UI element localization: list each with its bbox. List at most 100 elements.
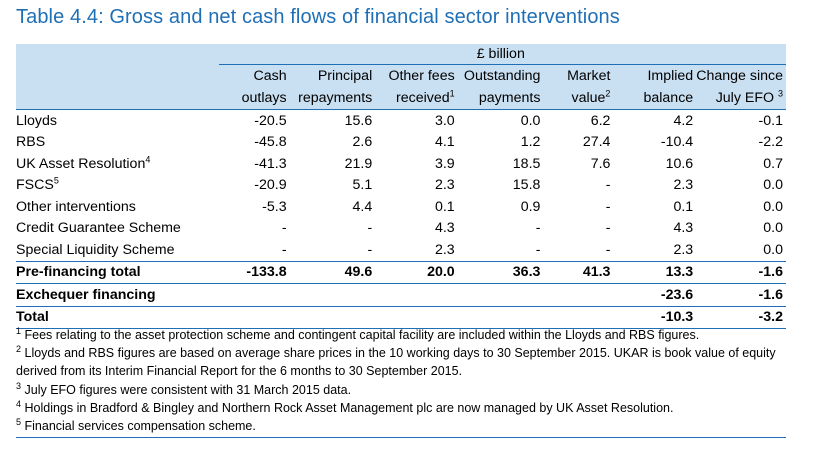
table-cell: - — [605, 198, 611, 215]
table-cell: 10.6 — [665, 155, 694, 172]
header-row-1: Cash Principal Other fees Outstanding Ma… — [16, 64, 786, 87]
table-cell — [543, 305, 614, 329]
table-cell: 0.0 — [520, 112, 541, 129]
footnote: 3 July EFO figures were consistent with … — [16, 380, 352, 397]
table-cell: -41.3 — [254, 155, 287, 172]
table-cell — [457, 283, 544, 306]
table-cell: 0.0 — [763, 220, 783, 237]
table-cell: -20.9 — [254, 177, 287, 194]
col-header: payments — [457, 87, 544, 110]
table-cell: - — [605, 177, 611, 194]
table-cell: 4.3 — [434, 220, 455, 237]
table-row: Special Liquidity Scheme - - 2.3 - - 2.3 0.0 — [16, 239, 786, 261]
footnote: 4 Holdings in Bradford & Bingley and Nor… — [16, 398, 674, 415]
table-cell: -45.8 — [254, 134, 287, 151]
row-label: UK Asset Resolution4 — [16, 154, 151, 172]
table-cell: - — [605, 220, 611, 237]
table-row: UK Asset Resolution4 -41.3 21.9 3.9 18.5 7.6 1… — [16, 153, 786, 175]
footnotes: 1 Fees relating to the asset protection … — [16, 325, 786, 439]
table-cell: 1.2 — [520, 134, 541, 151]
table-cell: 0.0 — [763, 198, 783, 215]
table-cell: 2.3 — [673, 241, 694, 258]
row-label: Exchequer financing — [16, 283, 219, 306]
col-header: Cash — [218, 64, 290, 87]
table-cell: 3.9 — [434, 155, 455, 172]
col-header: repayments — [289, 87, 376, 110]
table-cell: 4.2 — [673, 112, 694, 129]
row-label: Other interventions — [16, 198, 136, 215]
table-cell: -1.6 — [696, 260, 786, 284]
table-cell: 21.9 — [344, 155, 373, 172]
unit-spacer — [16, 44, 219, 65]
table-cell: -5.3 — [262, 198, 287, 215]
col-header: outlays — [218, 87, 290, 110]
table-cell: - — [281, 241, 287, 258]
row-label: Special Liquidity Scheme — [16, 241, 175, 258]
table-cell — [375, 283, 458, 306]
table-row: FSCS5 -20.9 5.1 2.3 15.8 - 2.3 0.0 — [16, 175, 786, 197]
table-cell: 2.6 — [352, 134, 373, 151]
row-label: FSCS5 — [16, 175, 59, 194]
table-cell: 27.4 — [582, 134, 611, 151]
col-header: received1 — [375, 87, 458, 110]
table-cell: 4.3 — [673, 220, 694, 237]
table-cell: -10.4 — [660, 134, 694, 151]
table-cell: - — [605, 241, 611, 258]
table-cell: 13.3 — [613, 260, 697, 284]
table-cell: 41.3 — [543, 260, 614, 284]
table-cell: 2.3 — [434, 241, 455, 258]
table-cell: -2.2 — [758, 134, 783, 151]
table-cell — [218, 305, 290, 329]
row-label: Total — [16, 305, 219, 329]
col-header: Outstanding — [457, 64, 544, 87]
footnote: 1 Fees relating to the asset protection … — [16, 325, 700, 342]
table-cell: 49.6 — [289, 260, 376, 284]
footnote: 5 Financial services compensation scheme… — [16, 417, 786, 439]
table-cell: 4.4 — [352, 198, 373, 215]
col-header: Implied — [613, 64, 697, 87]
table-cell: -20.5 — [254, 112, 287, 129]
unit-label: £ billion — [218, 44, 786, 65]
table-cell: - — [367, 220, 373, 237]
table-cell: 4.1 — [434, 134, 455, 151]
row-label: RBS — [16, 134, 46, 151]
table-cell: -0.1 — [758, 112, 783, 129]
table-cell — [543, 283, 614, 306]
header-row-2: outlays repayments received1 payments va… — [16, 87, 786, 110]
col-header: balance — [613, 87, 697, 110]
table-title: Table 4.4: Gross and net cash flows of f… — [16, 6, 620, 28]
col-header: Market — [543, 64, 614, 87]
table-cell: 5.1 — [352, 177, 373, 194]
table-row: RBS -45.8 2.6 4.1 1.2 27.4 -10.4 -2.2 — [16, 132, 786, 154]
pre-financing-total-row: Pre-financing total -133.8 49.6 20.0 36.3 41.… — [16, 260, 786, 284]
table-cell: 7.6 — [590, 155, 611, 172]
table-cell — [289, 283, 376, 306]
table-cell: 0.7 — [763, 155, 783, 172]
table-cell: 36.3 — [457, 260, 544, 284]
col-header: Change since — [696, 64, 786, 87]
col-header: Principal — [289, 64, 376, 87]
table-cell: 2.3 — [434, 177, 455, 194]
table-cell: - — [281, 220, 287, 237]
table-cell: 2.3 — [673, 177, 694, 194]
table-cell: - — [367, 241, 373, 258]
cash-flow-table: £ billion Cash Principal Other fees Outs… — [16, 44, 786, 329]
table-cell: - — [535, 220, 541, 237]
table-body: Lloyds -20.5 15.6 3.0 0.0 6.2 4.2 -0.1 RBS -45.8 2… — [16, 110, 786, 329]
table-cell: 20.0 — [375, 260, 458, 284]
table-cell — [218, 283, 290, 306]
table-cell: 0.1 — [434, 198, 455, 215]
col-header: July EFO 3 — [696, 87, 786, 110]
table-cell: 0.0 — [763, 241, 783, 258]
footnote: 2 Lloyds and RBS figures are based on av… — [16, 344, 776, 379]
table-cell: 6.2 — [590, 112, 611, 129]
table-row: Lloyds -20.5 15.6 3.0 0.0 6.2 4.2 -0.1 — [16, 110, 786, 132]
table-cell: 15.6 — [344, 112, 373, 129]
table-cell: -10.3 — [613, 305, 697, 329]
table-cell: 0.9 — [520, 198, 541, 215]
table-cell: 0.0 — [763, 177, 783, 194]
table-cell — [289, 305, 376, 329]
table-cell: -23.6 — [613, 283, 697, 306]
table-cell: 15.8 — [512, 177, 541, 194]
